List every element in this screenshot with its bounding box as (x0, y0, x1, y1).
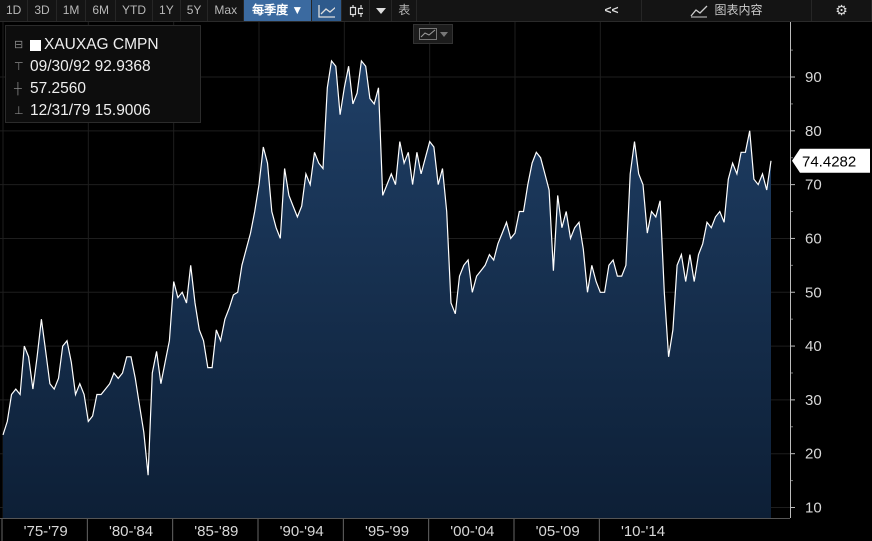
chart-content-label: 图表内容 (714, 3, 763, 17)
y-tick-label: 50 (805, 284, 822, 301)
caret-down-icon (375, 7, 386, 14)
range-1y-button[interactable]: 1Y (153, 0, 181, 21)
line-chart-icon (318, 4, 336, 18)
chart-content-icon (690, 5, 708, 17)
y-tick-label: 90 (805, 69, 822, 86)
range-max-button[interactable]: Max (208, 0, 245, 21)
y-tick-label: 60 (805, 230, 822, 247)
y-tick-label: 70 (805, 177, 822, 194)
chart-type-dropdown[interactable] (370, 0, 393, 21)
low-marker-icon: ⊥ (14, 105, 24, 117)
x-tick-label: '85-'89 (194, 523, 238, 540)
high-marker-icon: ⊤ (14, 61, 24, 73)
collapse-icon[interactable]: ⊟ (14, 39, 24, 51)
y-tick-label: 10 (805, 500, 822, 517)
x-axis-band (0, 518, 872, 541)
x-tick-label: '05-'09 (536, 523, 580, 540)
y-tick-label: 40 (805, 338, 822, 355)
period-dropdown[interactable]: 每季度 ▼ (244, 0, 313, 21)
legend-high-row: ⊤ 09/30/92 92.9368 (14, 56, 200, 78)
series-color-swatch (30, 39, 41, 51)
legend-ticker-row: ⊟ XAUXAG CMPN (14, 34, 200, 56)
last-value-marker (792, 148, 870, 173)
x-tick-label: '80-'84 (109, 523, 153, 540)
last-value-label: 74.4282 (802, 153, 856, 170)
range-6m-button[interactable]: 6M (86, 0, 117, 21)
double-chevron-left-icon: << (604, 3, 619, 17)
line-chart-button[interactable] (312, 0, 343, 21)
range-1m-button[interactable]: 1M (57, 0, 87, 21)
collapse-panel-button[interactable]: << (582, 0, 642, 21)
mini-line-chart-icon (418, 28, 437, 40)
legend-average: 57.2560 (30, 80, 87, 97)
area-fill (3, 60, 771, 519)
x-tick-label: '75-'79 (24, 523, 68, 540)
range-5y-button[interactable]: 5Y (181, 0, 209, 21)
mini-chart-type-button[interactable] (413, 24, 453, 44)
candlestick-chart-button[interactable] (342, 0, 371, 21)
y-tick-label: 20 (805, 446, 822, 463)
legend-ticker: XAUXAG CMPN (44, 36, 159, 53)
x-tick-label: '10-'14 (621, 523, 665, 540)
x-tick-label: '90-'94 (280, 523, 324, 540)
caret-down-icon (439, 31, 448, 37)
y-tick-label: 80 (805, 123, 822, 140)
table-view-button[interactable]: 表 (392, 0, 418, 21)
legend-low-row: ⊥ 12/31/79 15.9006 (14, 100, 200, 122)
legend-panel: ⊟ XAUXAG CMPN ⊤ 09/30/92 92.9368 ┼ 57.25… (5, 25, 201, 123)
x-tick-label: '00-'04 (450, 523, 494, 540)
legend-avg-row: ┼ 57.2560 (14, 78, 200, 100)
gear-icon: ⚙ (835, 2, 848, 18)
range-ytd-button[interactable]: YTD (116, 0, 154, 21)
y-tick-label: 30 (805, 392, 822, 409)
legend-low: 12/31/79 15.9006 (30, 102, 151, 119)
chart-content-button[interactable]: 图表内容 (642, 0, 812, 21)
legend-high: 09/30/92 92.9368 (30, 58, 151, 75)
range-3d-button[interactable]: 3D (28, 0, 57, 21)
average-marker-icon: ┼ (14, 83, 22, 95)
x-tick-label: '95-'99 (365, 523, 409, 540)
candlestick-icon (350, 4, 364, 17)
series-line (2, 59, 772, 476)
range-1d-button[interactable]: 1D (0, 0, 29, 21)
toolbar: 1D 3D 1M 6M YTD 1Y 5Y Max 每季度 ▼ 表 << (0, 0, 872, 22)
